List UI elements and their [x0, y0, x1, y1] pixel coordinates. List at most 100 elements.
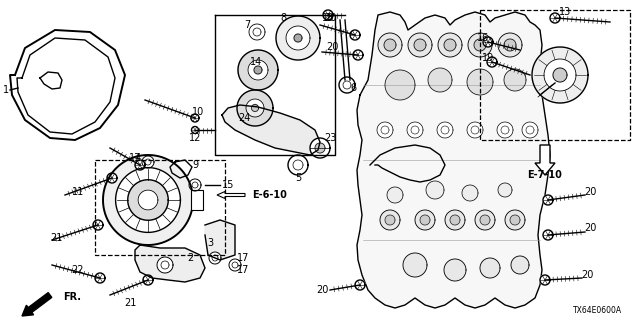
Polygon shape — [467, 69, 493, 95]
Text: 3: 3 — [207, 238, 213, 248]
Polygon shape — [385, 70, 415, 100]
Text: 24: 24 — [238, 113, 250, 123]
Polygon shape — [191, 126, 198, 133]
Polygon shape — [426, 181, 444, 199]
Polygon shape — [403, 253, 427, 277]
Text: 6: 6 — [350, 83, 356, 93]
Polygon shape — [205, 220, 235, 260]
Polygon shape — [480, 215, 490, 225]
Polygon shape — [380, 210, 400, 230]
Text: 20: 20 — [581, 270, 593, 280]
Polygon shape — [408, 33, 432, 57]
Polygon shape — [511, 256, 529, 274]
Polygon shape — [128, 180, 168, 220]
Polygon shape — [387, 187, 403, 203]
Polygon shape — [498, 183, 512, 197]
Text: 17: 17 — [237, 265, 249, 275]
Polygon shape — [238, 50, 278, 90]
Polygon shape — [384, 39, 396, 51]
Polygon shape — [209, 252, 221, 264]
Text: 18: 18 — [322, 13, 334, 23]
Polygon shape — [543, 230, 553, 240]
Polygon shape — [543, 195, 553, 205]
Polygon shape — [276, 16, 320, 60]
Text: E-7-10: E-7-10 — [527, 170, 563, 180]
Polygon shape — [438, 33, 462, 57]
Polygon shape — [93, 220, 103, 230]
Polygon shape — [254, 66, 262, 74]
Text: 11: 11 — [72, 187, 84, 197]
Polygon shape — [445, 210, 465, 230]
Polygon shape — [544, 59, 576, 91]
Text: 20: 20 — [316, 285, 328, 295]
Polygon shape — [357, 12, 550, 308]
Polygon shape — [339, 77, 355, 93]
Text: 2: 2 — [187, 253, 193, 263]
Polygon shape — [222, 105, 320, 155]
Polygon shape — [487, 57, 497, 67]
Text: 19: 19 — [482, 53, 494, 63]
Polygon shape — [310, 138, 330, 158]
FancyArrow shape — [535, 145, 555, 175]
Polygon shape — [505, 210, 525, 230]
Text: 17: 17 — [129, 153, 141, 163]
Polygon shape — [483, 37, 493, 47]
Polygon shape — [510, 215, 520, 225]
Polygon shape — [135, 160, 145, 170]
Polygon shape — [248, 60, 268, 80]
Polygon shape — [350, 30, 360, 40]
Polygon shape — [550, 13, 560, 23]
Polygon shape — [415, 210, 435, 230]
Text: 23: 23 — [324, 133, 336, 143]
Polygon shape — [252, 105, 259, 111]
Text: 20: 20 — [324, 13, 336, 23]
Polygon shape — [249, 24, 265, 40]
Polygon shape — [444, 259, 466, 281]
Polygon shape — [323, 10, 333, 20]
Text: FR.: FR. — [63, 292, 81, 302]
Text: 9: 9 — [192, 160, 198, 170]
Text: 21: 21 — [50, 233, 62, 243]
Text: TX64E0600A: TX64E0600A — [573, 306, 622, 315]
Polygon shape — [467, 122, 483, 138]
Polygon shape — [475, 210, 495, 230]
Polygon shape — [553, 68, 567, 82]
Text: 14: 14 — [250, 57, 262, 67]
Text: E-6-10: E-6-10 — [253, 190, 287, 200]
Polygon shape — [420, 215, 430, 225]
Polygon shape — [474, 39, 486, 51]
Text: 20: 20 — [584, 187, 596, 197]
Polygon shape — [498, 33, 522, 57]
Polygon shape — [157, 257, 173, 273]
Polygon shape — [135, 245, 205, 282]
Polygon shape — [138, 190, 158, 210]
FancyArrow shape — [217, 191, 245, 198]
FancyArrow shape — [22, 292, 52, 316]
Polygon shape — [377, 122, 393, 138]
Polygon shape — [315, 143, 325, 153]
Text: 16: 16 — [477, 33, 489, 43]
Polygon shape — [246, 99, 264, 117]
Polygon shape — [237, 90, 273, 126]
Polygon shape — [497, 122, 513, 138]
Polygon shape — [95, 273, 105, 283]
Polygon shape — [107, 173, 117, 183]
Text: 17: 17 — [237, 253, 249, 263]
Text: 10: 10 — [192, 107, 204, 117]
Polygon shape — [444, 39, 456, 51]
Text: 4: 4 — [135, 153, 141, 163]
Polygon shape — [116, 168, 180, 232]
Text: 21: 21 — [124, 298, 136, 308]
Polygon shape — [143, 275, 153, 285]
Polygon shape — [385, 215, 395, 225]
Text: 5: 5 — [295, 173, 301, 183]
Polygon shape — [142, 156, 154, 168]
Polygon shape — [103, 155, 193, 245]
Polygon shape — [294, 34, 302, 42]
Polygon shape — [191, 114, 199, 122]
Polygon shape — [480, 258, 500, 278]
Polygon shape — [437, 122, 453, 138]
Polygon shape — [189, 179, 201, 191]
Polygon shape — [504, 39, 516, 51]
Polygon shape — [378, 33, 402, 57]
